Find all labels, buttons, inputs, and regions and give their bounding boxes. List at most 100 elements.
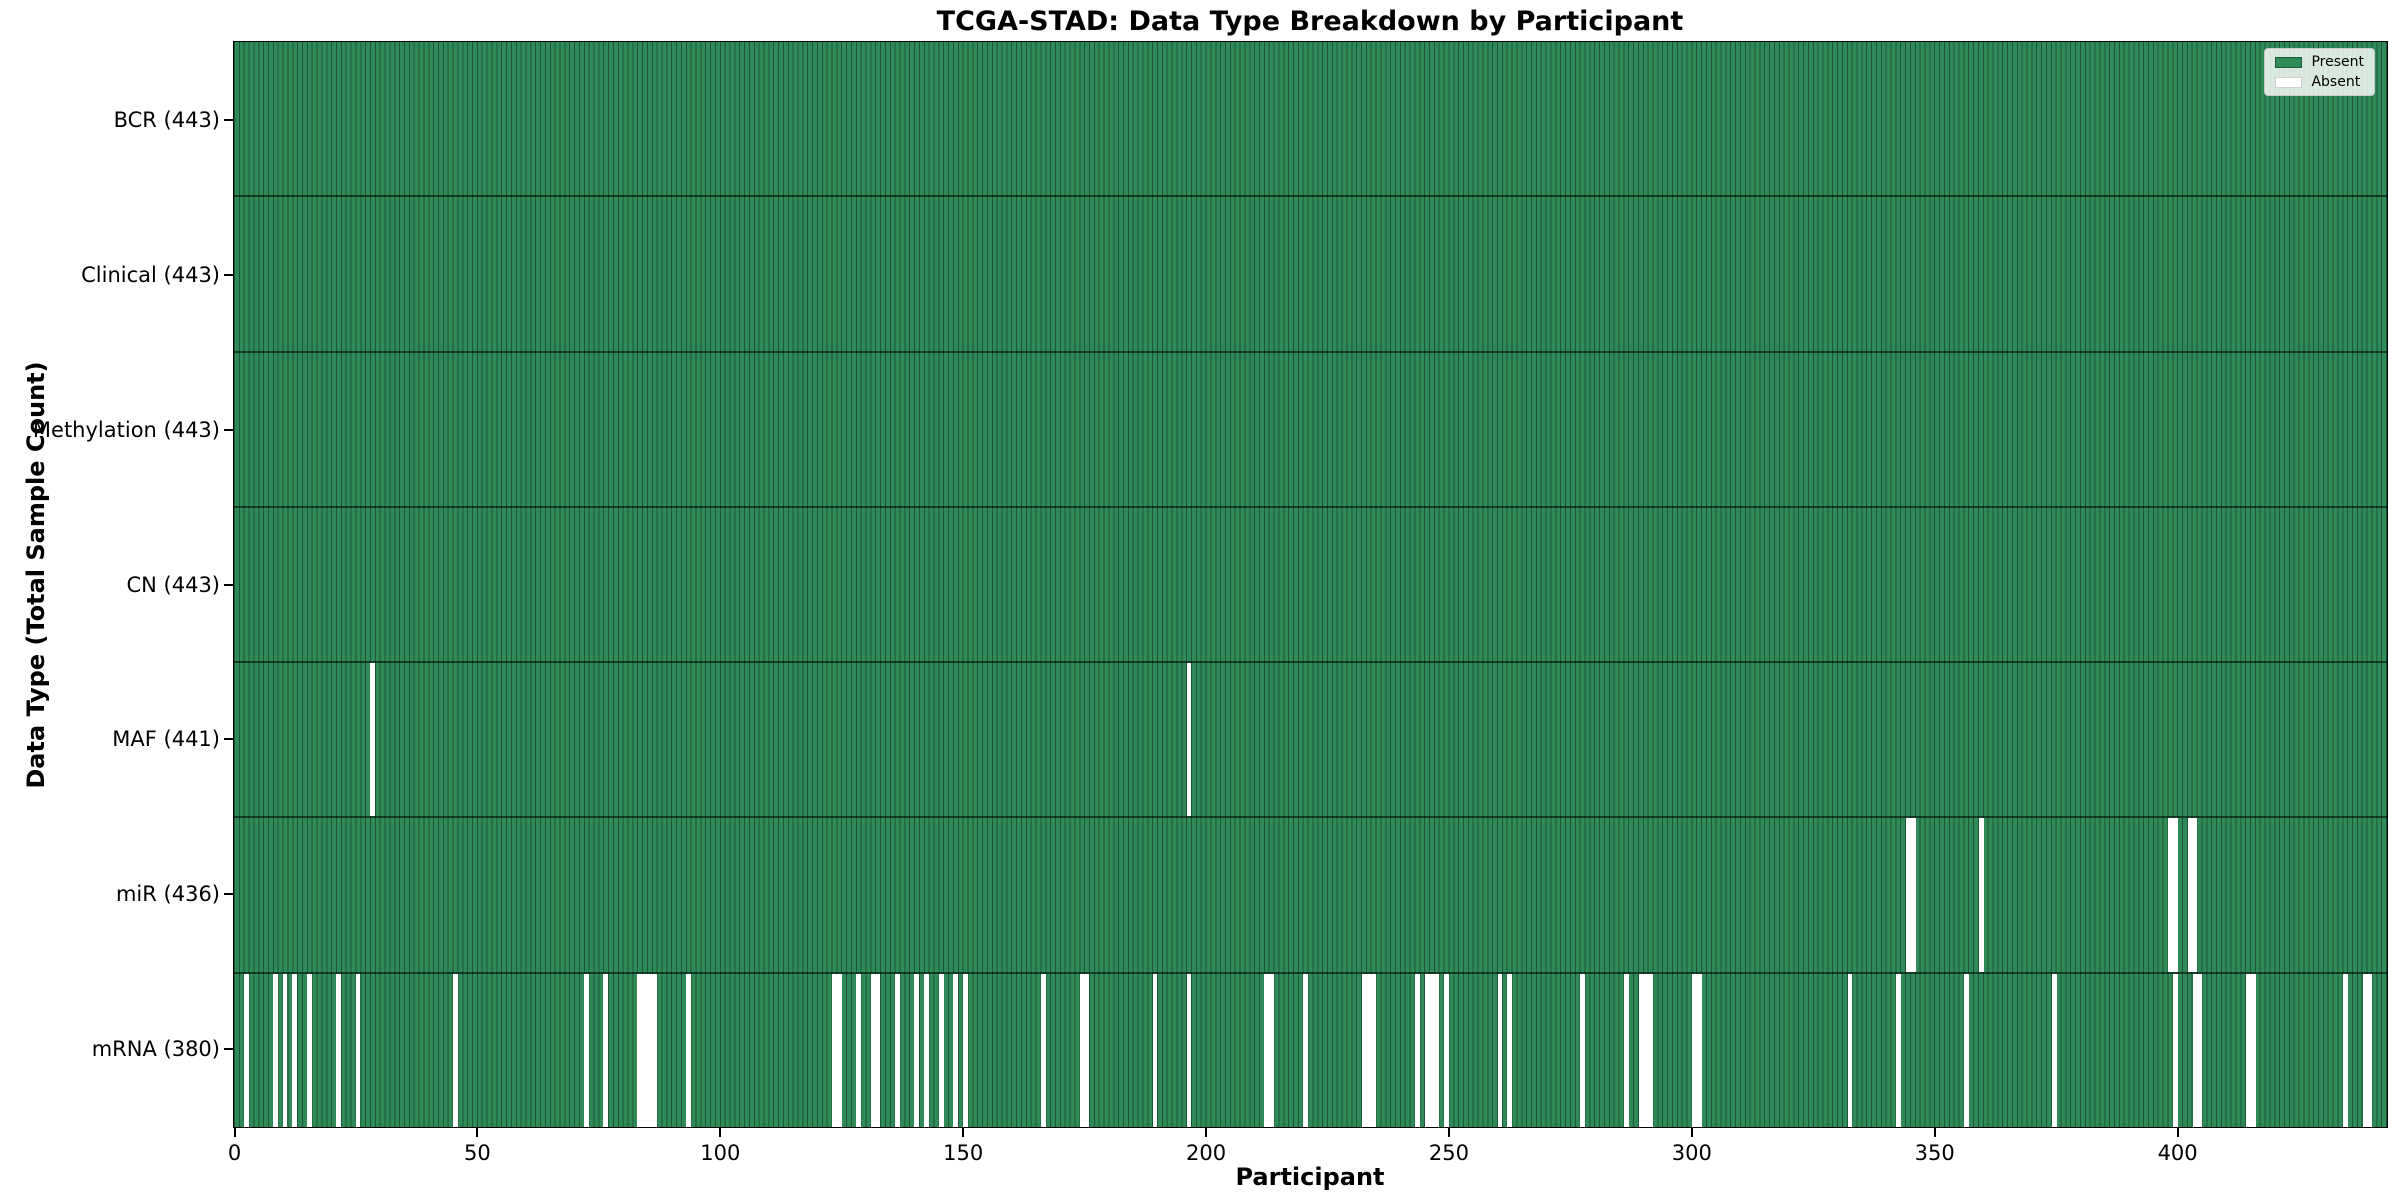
legend-item-present: Present: [2275, 55, 2364, 69]
x-tick-label-100: 100: [700, 1141, 741, 1165]
absent-gap-mRNA-247: [1434, 973, 1440, 1127]
absent-gap-miR-402: [2187, 818, 2193, 972]
absent-gap-mRNA-196: [1186, 973, 1192, 1127]
x-tick-label-0: 0: [227, 1141, 242, 1165]
absent-gap-mRNA-289: [1638, 973, 1644, 1127]
y-tick-mark-Methylation: [224, 428, 233, 431]
legend-present-label: Present: [2311, 54, 2364, 70]
x-tick-label-300: 300: [1671, 1141, 1712, 1165]
absent-gap-mRNA-220: [1303, 973, 1309, 1127]
absent-gap-mRNA-85: [647, 973, 652, 1127]
absent-gap-mRNA-12: [292, 973, 298, 1127]
absent-gap-miR-359: [1978, 818, 1984, 972]
absent-gap-mRNA-131: [870, 973, 876, 1127]
absent-gap-mRNA-374: [2051, 973, 2057, 1127]
absent-gap-mRNA-234: [1371, 973, 1377, 1127]
row-Methylation: [234, 350, 2387, 506]
absent-gap-mRNA-213: [1269, 973, 1275, 1127]
absent-gap-mRNA-25: [355, 973, 361, 1127]
x-tick-label-250: 250: [1428, 1141, 1469, 1165]
x-tick-label-50: 50: [464, 1141, 491, 1165]
absent-gap-mRNA-415: [2250, 973, 2256, 1127]
absent-gap-mRNA-290: [1643, 973, 1649, 1127]
legend: Present Absent: [2264, 48, 2375, 96]
plot-area: [233, 41, 2388, 1128]
x-tick-label-400: 400: [2157, 1141, 2198, 1165]
x-tick-mark-250: [1447, 1128, 1450, 1137]
absent-gap-miR-399: [2173, 818, 2179, 972]
legend-item-absent: Absent: [2275, 75, 2364, 89]
row-MAF: [234, 661, 2387, 817]
y-tick-label-mRNA: mRNA (380): [91, 1037, 220, 1062]
absent-gap-mRNA-414: [2246, 973, 2251, 1127]
x-tick-mark-150: [962, 1128, 965, 1137]
absent-gap-mRNA-246: [1429, 973, 1435, 1127]
y-tick-label-Clinical: Clinical (443): [81, 262, 220, 287]
absent-gap-mRNA-232: [1361, 973, 1367, 1127]
row-Clinical: [234, 195, 2387, 351]
absent-gap-MAF-196: [1186, 663, 1192, 817]
y-tick-mark-BCR: [224, 118, 233, 121]
absent-gap-mRNA-123: [831, 973, 837, 1127]
absent-gap-mRNA-212: [1264, 973, 1270, 1127]
row-CN: [234, 505, 2387, 662]
absent-gap-mRNA-332: [1847, 973, 1853, 1127]
absent-gap-mRNA-260: [1497, 973, 1503, 1127]
absent-gap-mRNA-438: [2362, 973, 2368, 1127]
chart-title: TCGA-STAD: Data Type Breakdown by Partic…: [936, 6, 1684, 37]
absent-gap-mRNA-262: [1507, 973, 1513, 1127]
absent-gap-mRNA-76: [603, 973, 609, 1127]
y-tick-mark-MAF: [224, 738, 233, 741]
row-mRNA: [234, 971, 2387, 1127]
y-tick-label-CN: CN (443): [126, 572, 220, 597]
absent-gap-mRNA-342: [1896, 973, 1901, 1127]
absent-gap-mRNA-10: [282, 973, 288, 1127]
legend-absent-label: Absent: [2311, 74, 2361, 90]
absent-gap-mRNA-404: [2197, 973, 2203, 1127]
absent-gap-mRNA-300: [1692, 973, 1697, 1127]
absent-gap-mRNA-45: [452, 973, 458, 1127]
absent-gap-miR-403: [2192, 818, 2198, 972]
absent-gap-mRNA-83: [637, 973, 643, 1127]
row-miR: [234, 816, 2387, 972]
absent-gap-mRNA-356: [1964, 973, 1970, 1127]
absent-gap-mRNA-277: [1580, 973, 1586, 1127]
y-tick-label-MAF: MAF (441): [112, 727, 220, 752]
y-tick-mark-miR: [224, 893, 233, 896]
absent-gap-mRNA-174: [1079, 973, 1085, 1127]
absent-gap-mRNA-166: [1040, 973, 1046, 1127]
x-tick-label-200: 200: [1186, 1141, 1227, 1165]
absent-gap-mRNA-132: [875, 973, 881, 1127]
absent-gap-mRNA-145: [938, 973, 944, 1127]
absent-gap-mRNA-189: [1152, 973, 1158, 1127]
y-tick-label-Methylation: Methylation (443): [32, 417, 220, 442]
absent-gap-mRNA-249: [1444, 973, 1449, 1127]
absent-gap-mRNA-140: [914, 973, 920, 1127]
absent-gap-mRNA-128: [856, 973, 861, 1127]
absent-gap-mRNA-8: [272, 973, 278, 1127]
y-tick-mark-Clinical: [224, 273, 233, 276]
x-tick-mark-300: [1690, 1128, 1693, 1137]
absent-gap-mRNA-403: [2192, 973, 2198, 1127]
absent-gap-mRNA-2: [243, 973, 249, 1127]
absent-gap-mRNA-286: [1623, 973, 1629, 1127]
absent-gap-mRNA-233: [1366, 973, 1372, 1127]
absent-swatch-icon: [2275, 76, 2303, 88]
absent-gap-mRNA-86: [651, 973, 657, 1127]
row-BCR: [234, 42, 2387, 196]
absent-gap-mRNA-124: [836, 973, 842, 1127]
absent-gap-mRNA-93: [685, 973, 691, 1127]
absent-gap-mRNA-291: [1648, 973, 1654, 1127]
y-tick-label-BCR: BCR (443): [113, 107, 220, 132]
x-tick-label-350: 350: [1914, 1141, 1955, 1165]
absent-gap-mRNA-15: [306, 973, 312, 1127]
x-tick-mark-400: [2176, 1128, 2179, 1137]
x-tick-label-150: 150: [943, 1141, 984, 1165]
absent-gap-MAF-28: [370, 663, 375, 817]
absent-gap-mRNA-243: [1414, 973, 1420, 1127]
absent-gap-mRNA-148: [953, 973, 959, 1127]
absent-gap-miR-398: [2168, 818, 2174, 972]
absent-gap-mRNA-399: [2173, 973, 2179, 1127]
y-tick-mark-CN: [224, 583, 233, 586]
